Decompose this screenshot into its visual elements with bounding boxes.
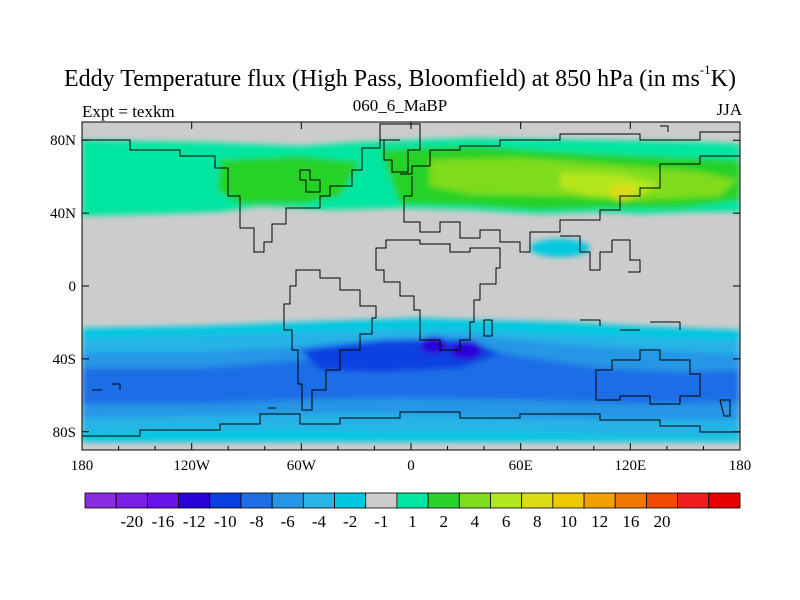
flux-max-east-asia xyxy=(608,184,636,200)
flux-min-central-asia xyxy=(530,239,590,257)
x-tick-label: 0 xyxy=(407,458,415,474)
colorbar-label: -12 xyxy=(183,512,206,531)
colorbar-swatch xyxy=(271,492,304,509)
coast-australia xyxy=(595,349,701,405)
coast-europe xyxy=(403,155,740,253)
minor-ticks-bottom xyxy=(118,446,704,450)
tick-marks-top xyxy=(81,122,741,129)
colorbar-swatch xyxy=(302,492,335,509)
plot-title: Eddy Temperature flux (High Pass, Bloomf… xyxy=(0,62,800,93)
flux-band-south-4 xyxy=(82,346,740,404)
colorbar-label: 6 xyxy=(502,512,511,531)
colorbar-label: 16 xyxy=(622,512,639,531)
map-plot-area xyxy=(82,122,740,450)
colorbar-label: 1 xyxy=(408,512,417,531)
colorbar-swatch xyxy=(178,492,211,509)
colorbar: -20 -16 -12 -10 -8 -6 -4 -2 -1 1 2 4 6 8 10 12 16 20 xyxy=(84,492,741,531)
colorbar-label: -16 xyxy=(152,512,175,531)
season-label: JJA xyxy=(716,100,742,119)
flux-band-north-2 xyxy=(218,156,360,204)
flux-min-south-2 xyxy=(450,340,482,360)
colorbar-swatch xyxy=(209,492,242,509)
tick-marks-left xyxy=(82,139,89,433)
colorbar-label: -8 xyxy=(249,512,263,531)
flux-min-south-1 xyxy=(420,336,448,354)
y-tick-label: 40S xyxy=(53,352,76,368)
y-tick-label: 80N xyxy=(50,133,76,149)
x-tick-label: 60W xyxy=(287,458,317,474)
coast-south-america xyxy=(283,269,377,411)
x-tick-label: 120W xyxy=(173,458,211,474)
coast-hudson xyxy=(299,169,321,193)
colorbar-label: -4 xyxy=(312,512,327,531)
x-tick-label: 60E xyxy=(509,458,533,474)
colorbar-swatch xyxy=(146,492,179,509)
y-tick-label: 0 xyxy=(69,279,77,295)
coast-islands xyxy=(92,125,669,425)
coast-north-america xyxy=(82,139,400,253)
y-tick-label: 80S xyxy=(53,425,76,441)
coast-indonesia xyxy=(580,319,681,331)
coast-greenland xyxy=(379,123,421,173)
colorbar-swatch xyxy=(490,492,523,509)
colorbar-label: 4 xyxy=(471,512,480,531)
colorbar-label: 2 xyxy=(439,512,448,531)
tick-marks-bottom xyxy=(81,443,741,450)
axis-ticks xyxy=(81,122,741,450)
colorbar-swatch xyxy=(458,492,491,509)
colorbar-swatch xyxy=(365,492,398,509)
colorbar-swatch xyxy=(427,492,460,509)
colorbar-label: -20 xyxy=(120,512,143,531)
colorbar-swatch xyxy=(646,492,679,509)
tick-marks-right xyxy=(733,139,740,433)
coast-india xyxy=(560,235,613,271)
plot-title-suffix: K) xyxy=(710,66,736,92)
coast-africa xyxy=(375,239,501,351)
y-tick-label: 40N xyxy=(50,206,76,222)
colorbar-swatch xyxy=(396,492,429,509)
x-tick-label: 180 xyxy=(729,458,752,474)
colorbar-label: 20 xyxy=(654,512,671,531)
colorbar-label: -6 xyxy=(281,512,295,531)
colorbar-label: 12 xyxy=(591,512,608,531)
colorbar-label: -10 xyxy=(214,512,237,531)
plot-title-main: Eddy Temperature flux (High Pass, Bloomf… xyxy=(64,66,700,92)
y-axis-labels: 80N 40N 0 40S 80S xyxy=(50,133,76,441)
coast-new-zealand xyxy=(719,399,731,417)
colorbar-label: 10 xyxy=(560,512,577,531)
coastlines xyxy=(82,123,740,437)
colorbar-swatch xyxy=(240,492,273,509)
x-axis-labels: 180 120W 60W 0 60E 120E 180 xyxy=(71,458,752,474)
colorbar-swatch xyxy=(84,492,117,509)
x-tick-label: 180 xyxy=(71,458,94,474)
flux-contours xyxy=(82,138,740,442)
colorbar-swatch xyxy=(614,492,647,509)
colorbar-swatch xyxy=(334,492,367,509)
x-tick-label: 120E xyxy=(614,458,646,474)
coast-eurasia xyxy=(400,131,740,175)
colorbar-label: -2 xyxy=(343,512,357,531)
colorbar-label: 8 xyxy=(533,512,542,531)
flux-band-south-5 xyxy=(300,340,500,372)
coast-south-east-asia xyxy=(612,239,641,273)
colorbar-label: -1 xyxy=(374,512,388,531)
coast-madagascar xyxy=(483,319,493,337)
colorbar-swatch xyxy=(115,492,148,509)
experiment-subtitle: 060_6_MaBP xyxy=(352,96,448,115)
colorbar-swatch xyxy=(583,492,616,509)
colorbar-swatch xyxy=(708,492,741,509)
colorbar-swatch xyxy=(677,492,710,509)
coast-antarctica xyxy=(82,411,740,437)
colorbar-swatch xyxy=(521,492,554,509)
plot-title-superscript: -1 xyxy=(699,62,711,77)
experiment-label: Expt = texkm xyxy=(82,102,175,121)
colorbar-swatch xyxy=(552,492,585,509)
